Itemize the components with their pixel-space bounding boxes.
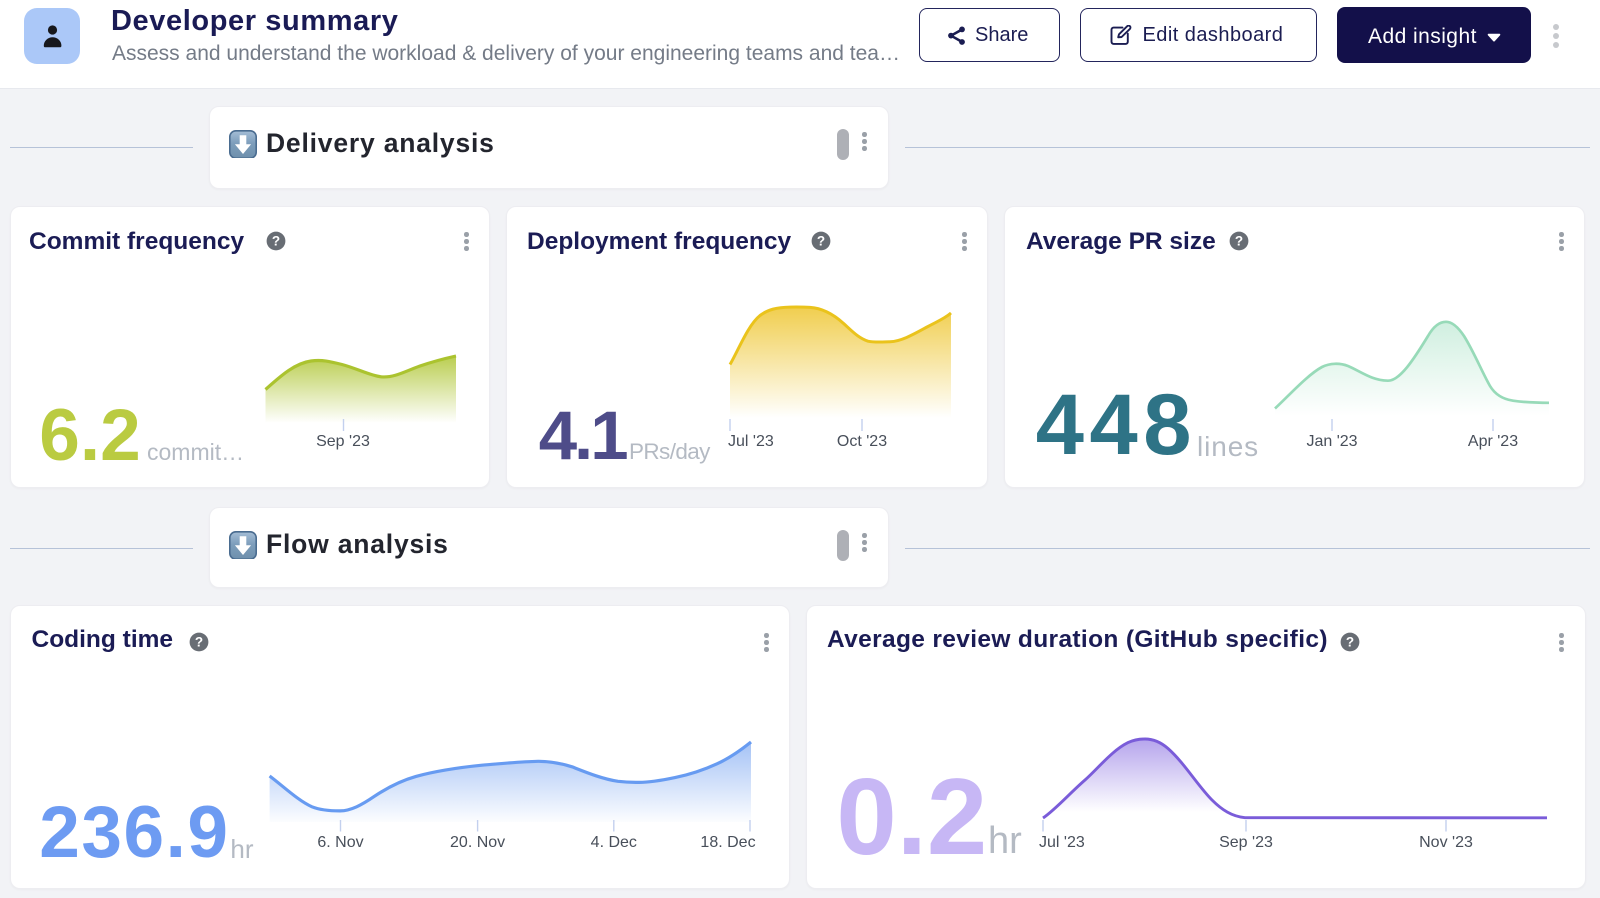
svg-text:Jan '23: Jan '23 (1306, 433, 1357, 450)
svg-text:?: ? (271, 234, 279, 249)
svg-text:Apr '23: Apr '23 (1468, 433, 1518, 450)
svg-text:?: ? (195, 635, 203, 650)
svg-text:Sep '23: Sep '23 (316, 433, 370, 450)
svg-text:Sep '23: Sep '23 (1219, 834, 1273, 851)
svg-text:4. Dec: 4. Dec (591, 834, 637, 851)
svg-text:Jul '23: Jul '23 (728, 433, 774, 450)
svg-text:20. Nov: 20. Nov (450, 834, 505, 851)
svg-text:18. Dec: 18. Dec (700, 834, 755, 851)
svg-text:?: ? (817, 234, 825, 249)
svg-text:?: ? (1346, 635, 1354, 650)
svg-text:Oct '23: Oct '23 (837, 433, 887, 450)
svg-text:6. Nov: 6. Nov (317, 834, 363, 851)
svg-text:Nov '23: Nov '23 (1419, 834, 1473, 851)
svg-text:?: ? (1235, 234, 1243, 249)
svg-text:Jul '23: Jul '23 (1039, 834, 1085, 851)
